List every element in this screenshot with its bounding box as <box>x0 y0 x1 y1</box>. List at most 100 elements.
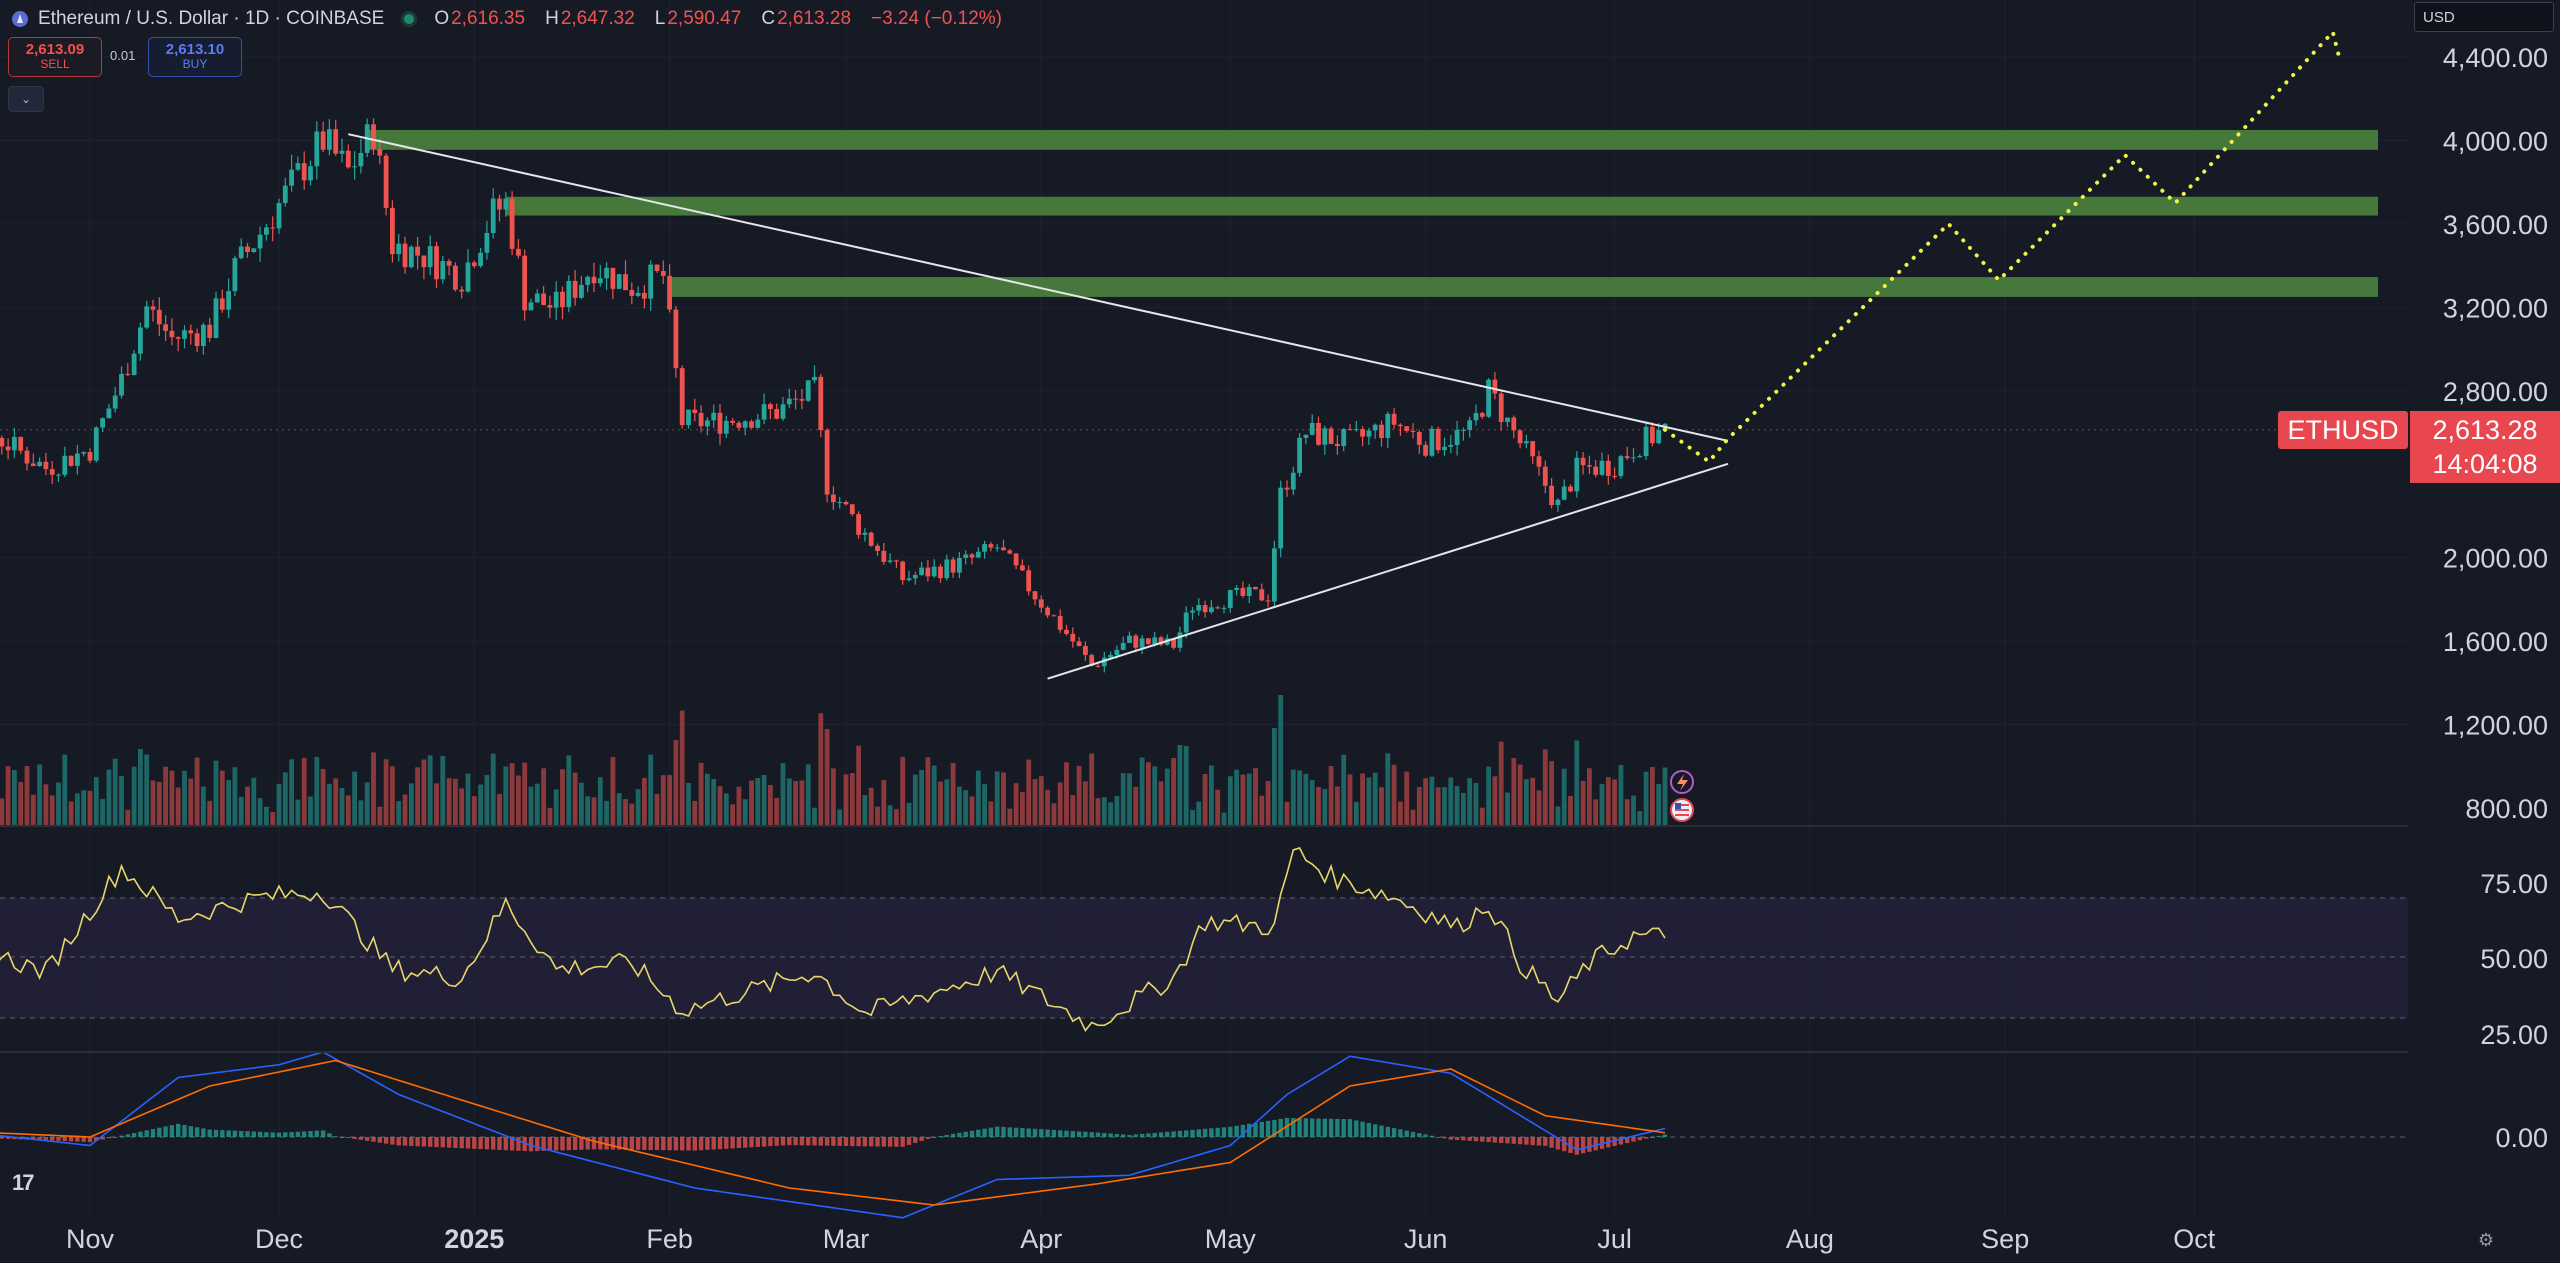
time-tick-label: Mar <box>823 1224 870 1254</box>
volume-bar <box>969 796 975 826</box>
candle-body <box>1171 638 1176 648</box>
candle-body <box>188 330 194 334</box>
candle-body <box>1524 441 1529 444</box>
macd-histogram-bar <box>1650 1137 1655 1138</box>
volume-bar <box>868 787 874 826</box>
volume-bar <box>440 755 446 826</box>
macd-histogram-bar <box>365 1137 370 1141</box>
candle-body <box>1605 460 1611 476</box>
volume-bar <box>730 804 735 826</box>
candle-body <box>1265 600 1271 602</box>
candle-body <box>799 399 805 401</box>
macd-histogram-bar <box>724 1137 729 1149</box>
time-tick-label: Apr <box>1020 1224 1062 1254</box>
macd-histogram-bar <box>535 1137 540 1152</box>
candle-body <box>377 148 383 156</box>
volume-bar <box>207 800 213 826</box>
volume-bar <box>289 759 294 826</box>
macd-histogram-bar <box>1335 1118 1340 1137</box>
macd-histogram-bar <box>56 1137 61 1141</box>
symbol-title[interactable]: Ethereum / U.S. Dollar · 1D · COINBASE <box>38 8 385 29</box>
candle-body <box>320 131 326 150</box>
volume-bar <box>314 756 320 826</box>
sell-button[interactable]: 2,613.09 SELL <box>8 37 102 77</box>
macd-histogram-bar <box>976 1129 981 1137</box>
volume-bar <box>1215 789 1221 826</box>
us-flag-icon[interactable] <box>1670 798 1694 822</box>
volume-bar <box>1479 807 1485 826</box>
volume-bar <box>43 784 49 826</box>
macd-signal-line <box>0 1059 1666 1206</box>
candle-body <box>1631 457 1636 459</box>
candle-body <box>1391 413 1397 425</box>
macd-histogram-bar <box>1662 1134 1668 1137</box>
price-tick-label: 4,000.00 <box>2443 126 2548 156</box>
volume-bar <box>711 779 717 826</box>
volume-bar <box>1416 787 1422 826</box>
candle-body <box>1196 605 1202 611</box>
macd-histogram-bar <box>547 1137 553 1151</box>
volume-bar <box>1139 757 1145 826</box>
volume-bar <box>1612 779 1617 826</box>
candle-body <box>30 463 36 467</box>
candle-body <box>87 452 93 461</box>
macd-histogram-bar <box>1007 1127 1012 1137</box>
buy-button[interactable]: 2,613.10 BUY <box>148 37 242 77</box>
candle-body <box>106 408 112 419</box>
macd-histogram-bar <box>875 1137 880 1147</box>
candle-body <box>1183 612 1189 633</box>
macd-histogram-bar <box>402 1137 408 1146</box>
candle-body <box>257 234 263 249</box>
candle-body <box>352 166 357 168</box>
candle-body <box>1580 457 1586 466</box>
sell-price: 2,613.09 <box>25 41 85 58</box>
candle-body <box>1435 428 1441 451</box>
volume-bar <box>604 800 609 826</box>
candle-body <box>1637 456 1643 458</box>
volume-bar <box>1473 783 1479 826</box>
volume-bar <box>1461 792 1466 826</box>
macd-histogram-bar <box>150 1129 156 1137</box>
volume-bar <box>1379 787 1384 826</box>
projection-line <box>1663 27 2342 465</box>
candle-body <box>673 309 679 369</box>
candle-body <box>37 461 42 467</box>
volume-bar <box>1517 764 1523 826</box>
volume-bar <box>698 762 704 826</box>
macd-histogram-bar <box>289 1132 294 1137</box>
tradingview-logo-icon[interactable]: 17 <box>12 1170 34 1195</box>
volume-bar <box>793 781 798 826</box>
macd-histogram-bar <box>1064 1130 1069 1137</box>
volume-bar <box>1158 781 1164 826</box>
close-label: C <box>761 8 776 29</box>
volume-bar <box>175 787 181 826</box>
macd-histogram-bar <box>1316 1118 1321 1137</box>
candle-body <box>402 243 408 268</box>
macd-histogram-bar <box>900 1137 905 1147</box>
candle-body <box>226 291 231 310</box>
macd-line <box>0 1051 1666 1219</box>
volume-bar <box>396 801 402 826</box>
gear-icon[interactable]: ⚙ <box>2477 1230 2495 1250</box>
macd-histogram-bar <box>257 1131 263 1137</box>
macd-histogram-bar <box>1524 1137 1529 1145</box>
volume-bar <box>226 780 231 826</box>
volume-bar <box>119 775 124 826</box>
volume-bar <box>648 754 654 826</box>
volume-bar <box>1511 758 1517 826</box>
volume-bar <box>597 777 603 826</box>
macd-histogram-bar <box>62 1137 67 1142</box>
macd-histogram-bar <box>560 1137 565 1151</box>
collapse-legend-button[interactable]: ⌄ <box>8 86 44 112</box>
candle-body <box>623 274 628 291</box>
volume-bar <box>1316 786 1321 826</box>
macd-histogram-bar <box>472 1137 477 1149</box>
macd-histogram-bar <box>1234 1125 1239 1137</box>
currency-selector[interactable]: USD <box>2414 2 2554 32</box>
volume-bar <box>881 780 887 826</box>
events-icon[interactable] <box>1670 770 1694 794</box>
volume-bar <box>112 758 118 826</box>
volume-bar <box>308 796 313 826</box>
volume-bar <box>125 809 131 826</box>
